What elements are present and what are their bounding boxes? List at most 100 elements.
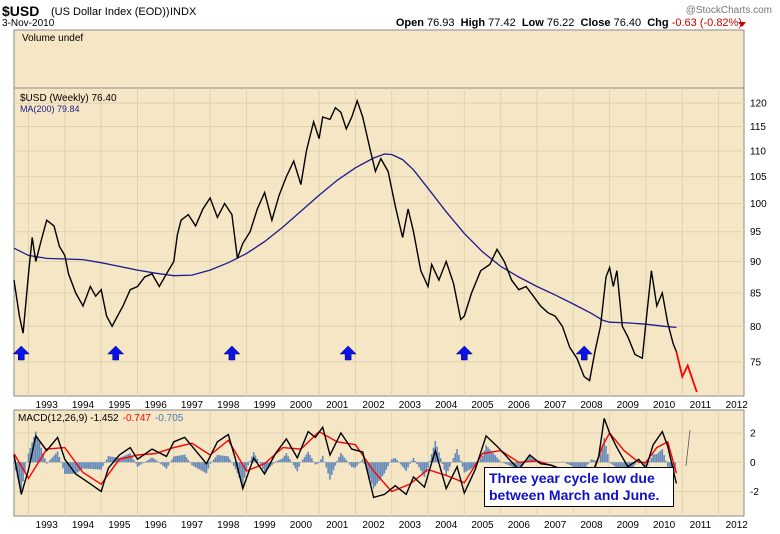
macd-histogram-bar [503,462,506,464]
macd-x-tick-label: 2003 [399,520,422,531]
macd-histogram-bar [307,451,309,463]
macd-histogram-bar [445,462,447,476]
macd-histogram-bar [370,462,373,484]
macd-histogram-bar [657,452,660,463]
macd-histogram-bar [634,462,636,465]
macd-x-tick-label: 2010 [653,520,676,531]
macd-histogram-bar [100,462,102,470]
macd-histogram-bar [576,462,578,468]
macd-histogram-bar [665,460,667,463]
macd-histogram-bar [212,459,215,463]
price-y-tick-label: 100 [750,199,767,210]
macd-histogram-bar [385,462,388,470]
macd-histogram-bar [123,455,126,463]
macd-histogram-bar [407,462,409,468]
macd-histogram-bar [439,458,442,463]
macd-histogram-bar [113,457,115,463]
macd-histogram-bar [96,462,99,470]
price-x-tick-label: 1994 [72,400,95,411]
macd-histogram-bar [122,456,124,463]
macd-histogram-bar [423,462,426,477]
macd-histogram-bar [305,454,308,463]
macd-histogram-bar [209,462,211,464]
price-x-tick-label: 2004 [435,400,458,411]
price-x-tick-label: 2009 [617,400,640,411]
macd-histogram-bar [85,462,88,469]
macd-histogram-bar [619,462,622,471]
price-x-tick-label: 2005 [471,400,494,411]
macd-histogram-bar [260,462,262,466]
macd-histogram-bar [82,462,84,469]
macd-histogram-bar [291,462,293,463]
price-legend: $USD (Weekly) 76.40 [20,93,117,104]
macd-histogram-bar [614,462,616,467]
volume-panel: Volume undef [13,29,745,89]
macd-histogram-bar [261,462,264,470]
macd-histogram-bar [496,457,498,463]
macd-legend-signal: -0.747 [123,413,152,424]
macd-histogram-bar [287,456,290,463]
macd-histogram-bar [238,462,240,478]
macd-histogram-bar [214,457,217,463]
macd-histogram-bar [94,462,97,470]
macd-histogram-bar [345,460,348,463]
macd-histogram-bar [231,462,233,463]
price-y-tick-label: 105 [750,172,767,183]
macd-histogram-bar [202,462,204,472]
macd-histogram-bar [323,461,326,463]
macd-histogram-bar [372,462,375,489]
macd-histogram-bar [16,462,19,478]
macd-histogram-bar [129,453,132,463]
price-y-tick-label: 90 [750,257,762,268]
macd-histogram-bar [203,462,206,473]
macd-histogram-bar [182,454,184,463]
macd-histogram-bar [645,462,647,469]
macd-histogram-bar [18,462,21,485]
macd-histogram-bar [40,447,43,463]
volume-panel-bg [13,29,745,89]
macd-histogram-bar [360,461,362,463]
macd-histogram-bar [158,462,161,463]
macd-histogram-bar [278,460,280,463]
price-x-axis: 1993 1994 1995 1996 1997 1998 1999 2000 2001 2002… [36,400,749,411]
price-x-tick-label: 2001 [326,400,349,411]
macd-x-tick-label: 1997 [181,520,204,531]
macd-histogram-bar [196,462,199,469]
macd-histogram-bar [102,462,104,467]
macd-histogram-bar [225,456,228,463]
macd-histogram-bar [390,459,393,463]
exchange-label: INDX [170,6,197,18]
macd-histogram-bar [62,462,64,469]
macd-histogram-bar [116,457,119,463]
macd-histogram-bar [510,462,513,467]
macd-histogram-bar [140,462,142,465]
macd-x-tick-label: 1993 [36,520,59,531]
macd-histogram-bar [198,462,201,470]
macd-histogram-bar [131,456,133,463]
macd-histogram-bar [303,457,306,463]
macd-histogram-bar [309,454,311,463]
macd-histogram-bar [205,462,208,474]
macd-histogram-bar [341,455,344,463]
high-value: 77.42 [488,17,516,29]
price-x-tick-label: 2011 [690,400,712,411]
macd-histogram-bar [76,462,79,473]
high-label: High [460,17,486,29]
macd-histogram-bar [530,457,533,463]
macd-histogram-bar [656,454,658,463]
macd-histogram-bar [180,455,182,463]
macd-x-tick-label: 2000 [290,520,313,531]
cycle-low-arrow-icon [339,345,357,361]
macd-histogram-bar [169,462,171,463]
macd-histogram-bar [381,462,384,476]
macd-histogram-bar [165,462,168,469]
macd-histogram-bar [632,462,635,468]
macd-histogram-bar [125,454,128,463]
cycle-low-arrow-icon [12,345,30,361]
macd-histogram-bar [314,462,317,465]
price-x-tick-label: 2010 [653,400,676,411]
macd-histogram-bar [312,461,315,463]
macd-histogram-bar [636,462,638,463]
macd-histogram-bar [452,457,455,463]
price-y-tick-label: 80 [750,322,762,333]
